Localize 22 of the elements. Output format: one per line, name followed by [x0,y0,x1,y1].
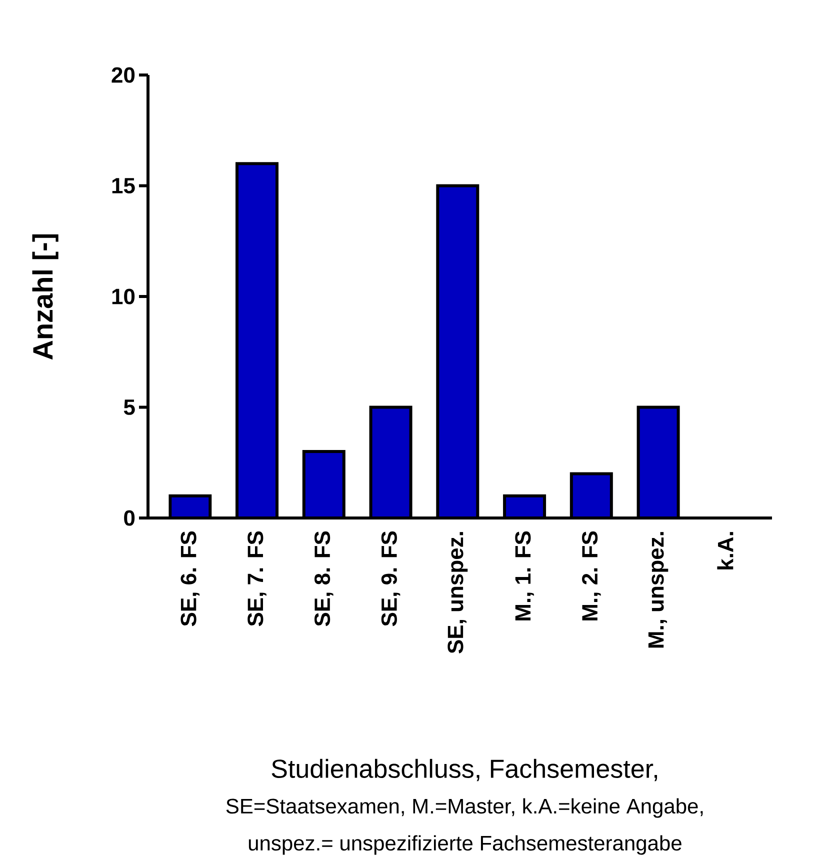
x-axis-title: Studienabschluss, Fachsemester, [272,758,658,782]
y-tick-label: 5 [124,400,135,415]
x-tick-label: M., unspez. [648,532,668,648]
bar [438,186,478,518]
x-tick-label: M., 1. FS [515,531,534,620]
bar [638,407,678,518]
y-axis-title: Anzahl [-] [32,234,58,360]
x-tick-label: SE, unspez. [448,532,468,654]
bar [370,407,411,518]
text: SE=Staatsexamen, M.=Master, k.A.=keine Angabe, [226,798,703,818]
bar [237,164,278,518]
y-tick-label: 0 [124,510,135,526]
x-tick-label: M., 2. FS [582,531,601,620]
x-tick-label: SE, 7. FS [248,531,266,626]
y-tick-label: 10 [112,288,135,304]
x-tick-label: SE, 6. FS [180,531,200,626]
text: unspez.= unspezifizierte Fachsemesterangabe [248,835,682,855]
x-tick-label: k.A. [717,532,734,570]
x-tick-label: SE, 9. FS [381,531,400,626]
y-tick-label: 20 [112,67,135,83]
x-tick-label: SE, 8. FS [314,531,334,626]
y-tick-label: 15 [112,178,135,194]
